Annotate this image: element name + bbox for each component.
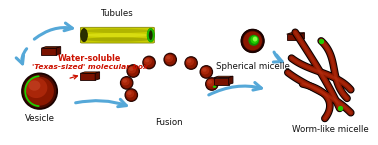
Text: Vesicle: Vesicle: [25, 114, 54, 123]
Polygon shape: [287, 34, 300, 40]
Polygon shape: [95, 72, 100, 80]
Ellipse shape: [200, 66, 212, 78]
Ellipse shape: [23, 74, 56, 108]
Ellipse shape: [147, 29, 154, 42]
Polygon shape: [81, 73, 95, 80]
Ellipse shape: [128, 66, 138, 76]
Text: Tubules: Tubules: [101, 9, 134, 18]
Ellipse shape: [84, 29, 151, 33]
Polygon shape: [216, 77, 230, 78]
Ellipse shape: [81, 29, 87, 42]
Ellipse shape: [201, 67, 209, 75]
Ellipse shape: [166, 56, 170, 59]
Ellipse shape: [187, 59, 191, 63]
Polygon shape: [287, 33, 304, 34]
Ellipse shape: [186, 58, 194, 66]
Ellipse shape: [253, 37, 257, 41]
Ellipse shape: [165, 55, 173, 62]
Polygon shape: [44, 48, 58, 49]
Ellipse shape: [121, 77, 133, 89]
Ellipse shape: [200, 65, 213, 79]
Ellipse shape: [121, 78, 132, 88]
Ellipse shape: [248, 35, 259, 46]
Ellipse shape: [165, 54, 175, 65]
Polygon shape: [289, 34, 302, 35]
Ellipse shape: [240, 29, 265, 53]
Ellipse shape: [25, 78, 47, 98]
Ellipse shape: [185, 57, 197, 69]
Ellipse shape: [127, 91, 132, 95]
Ellipse shape: [251, 36, 258, 44]
Ellipse shape: [127, 65, 139, 77]
FancyBboxPatch shape: [81, 27, 155, 43]
Ellipse shape: [243, 31, 262, 50]
Polygon shape: [229, 76, 233, 85]
Ellipse shape: [122, 79, 127, 83]
Text: 'Texas-sized' molecular box: 'Texas-sized' molecular box: [32, 64, 147, 70]
Text: Fusion: Fusion: [155, 118, 183, 127]
Polygon shape: [82, 73, 97, 74]
Ellipse shape: [120, 76, 133, 90]
Text: Worm-like micelle: Worm-like micelle: [292, 125, 369, 134]
Ellipse shape: [124, 88, 138, 102]
Ellipse shape: [28, 80, 40, 91]
Ellipse shape: [206, 79, 215, 87]
Ellipse shape: [184, 56, 198, 70]
Ellipse shape: [126, 90, 136, 100]
Ellipse shape: [144, 57, 154, 68]
Ellipse shape: [206, 79, 217, 89]
Ellipse shape: [84, 33, 151, 37]
Ellipse shape: [84, 37, 151, 42]
Ellipse shape: [202, 68, 207, 72]
Ellipse shape: [213, 86, 217, 88]
Ellipse shape: [126, 90, 134, 98]
Ellipse shape: [164, 53, 177, 66]
Ellipse shape: [21, 72, 58, 110]
Ellipse shape: [126, 64, 140, 78]
Ellipse shape: [129, 67, 133, 71]
Ellipse shape: [144, 57, 152, 65]
Ellipse shape: [206, 78, 218, 90]
Ellipse shape: [208, 80, 212, 84]
Ellipse shape: [128, 66, 136, 74]
Polygon shape: [42, 47, 61, 48]
Text: Water-soluble: Water-soluble: [58, 54, 121, 63]
Polygon shape: [214, 76, 233, 78]
Polygon shape: [42, 48, 56, 55]
Polygon shape: [214, 78, 229, 85]
Polygon shape: [81, 72, 100, 73]
Polygon shape: [300, 33, 304, 40]
Ellipse shape: [163, 53, 177, 66]
Ellipse shape: [25, 77, 54, 106]
Ellipse shape: [242, 30, 263, 52]
Ellipse shape: [143, 56, 155, 69]
Ellipse shape: [125, 89, 138, 101]
Ellipse shape: [145, 59, 149, 62]
Ellipse shape: [201, 67, 212, 77]
Ellipse shape: [186, 58, 197, 68]
Ellipse shape: [142, 56, 156, 69]
Polygon shape: [56, 47, 61, 55]
Ellipse shape: [205, 77, 219, 91]
Text: Spherical micelle: Spherical micelle: [216, 61, 290, 70]
Ellipse shape: [121, 78, 130, 85]
